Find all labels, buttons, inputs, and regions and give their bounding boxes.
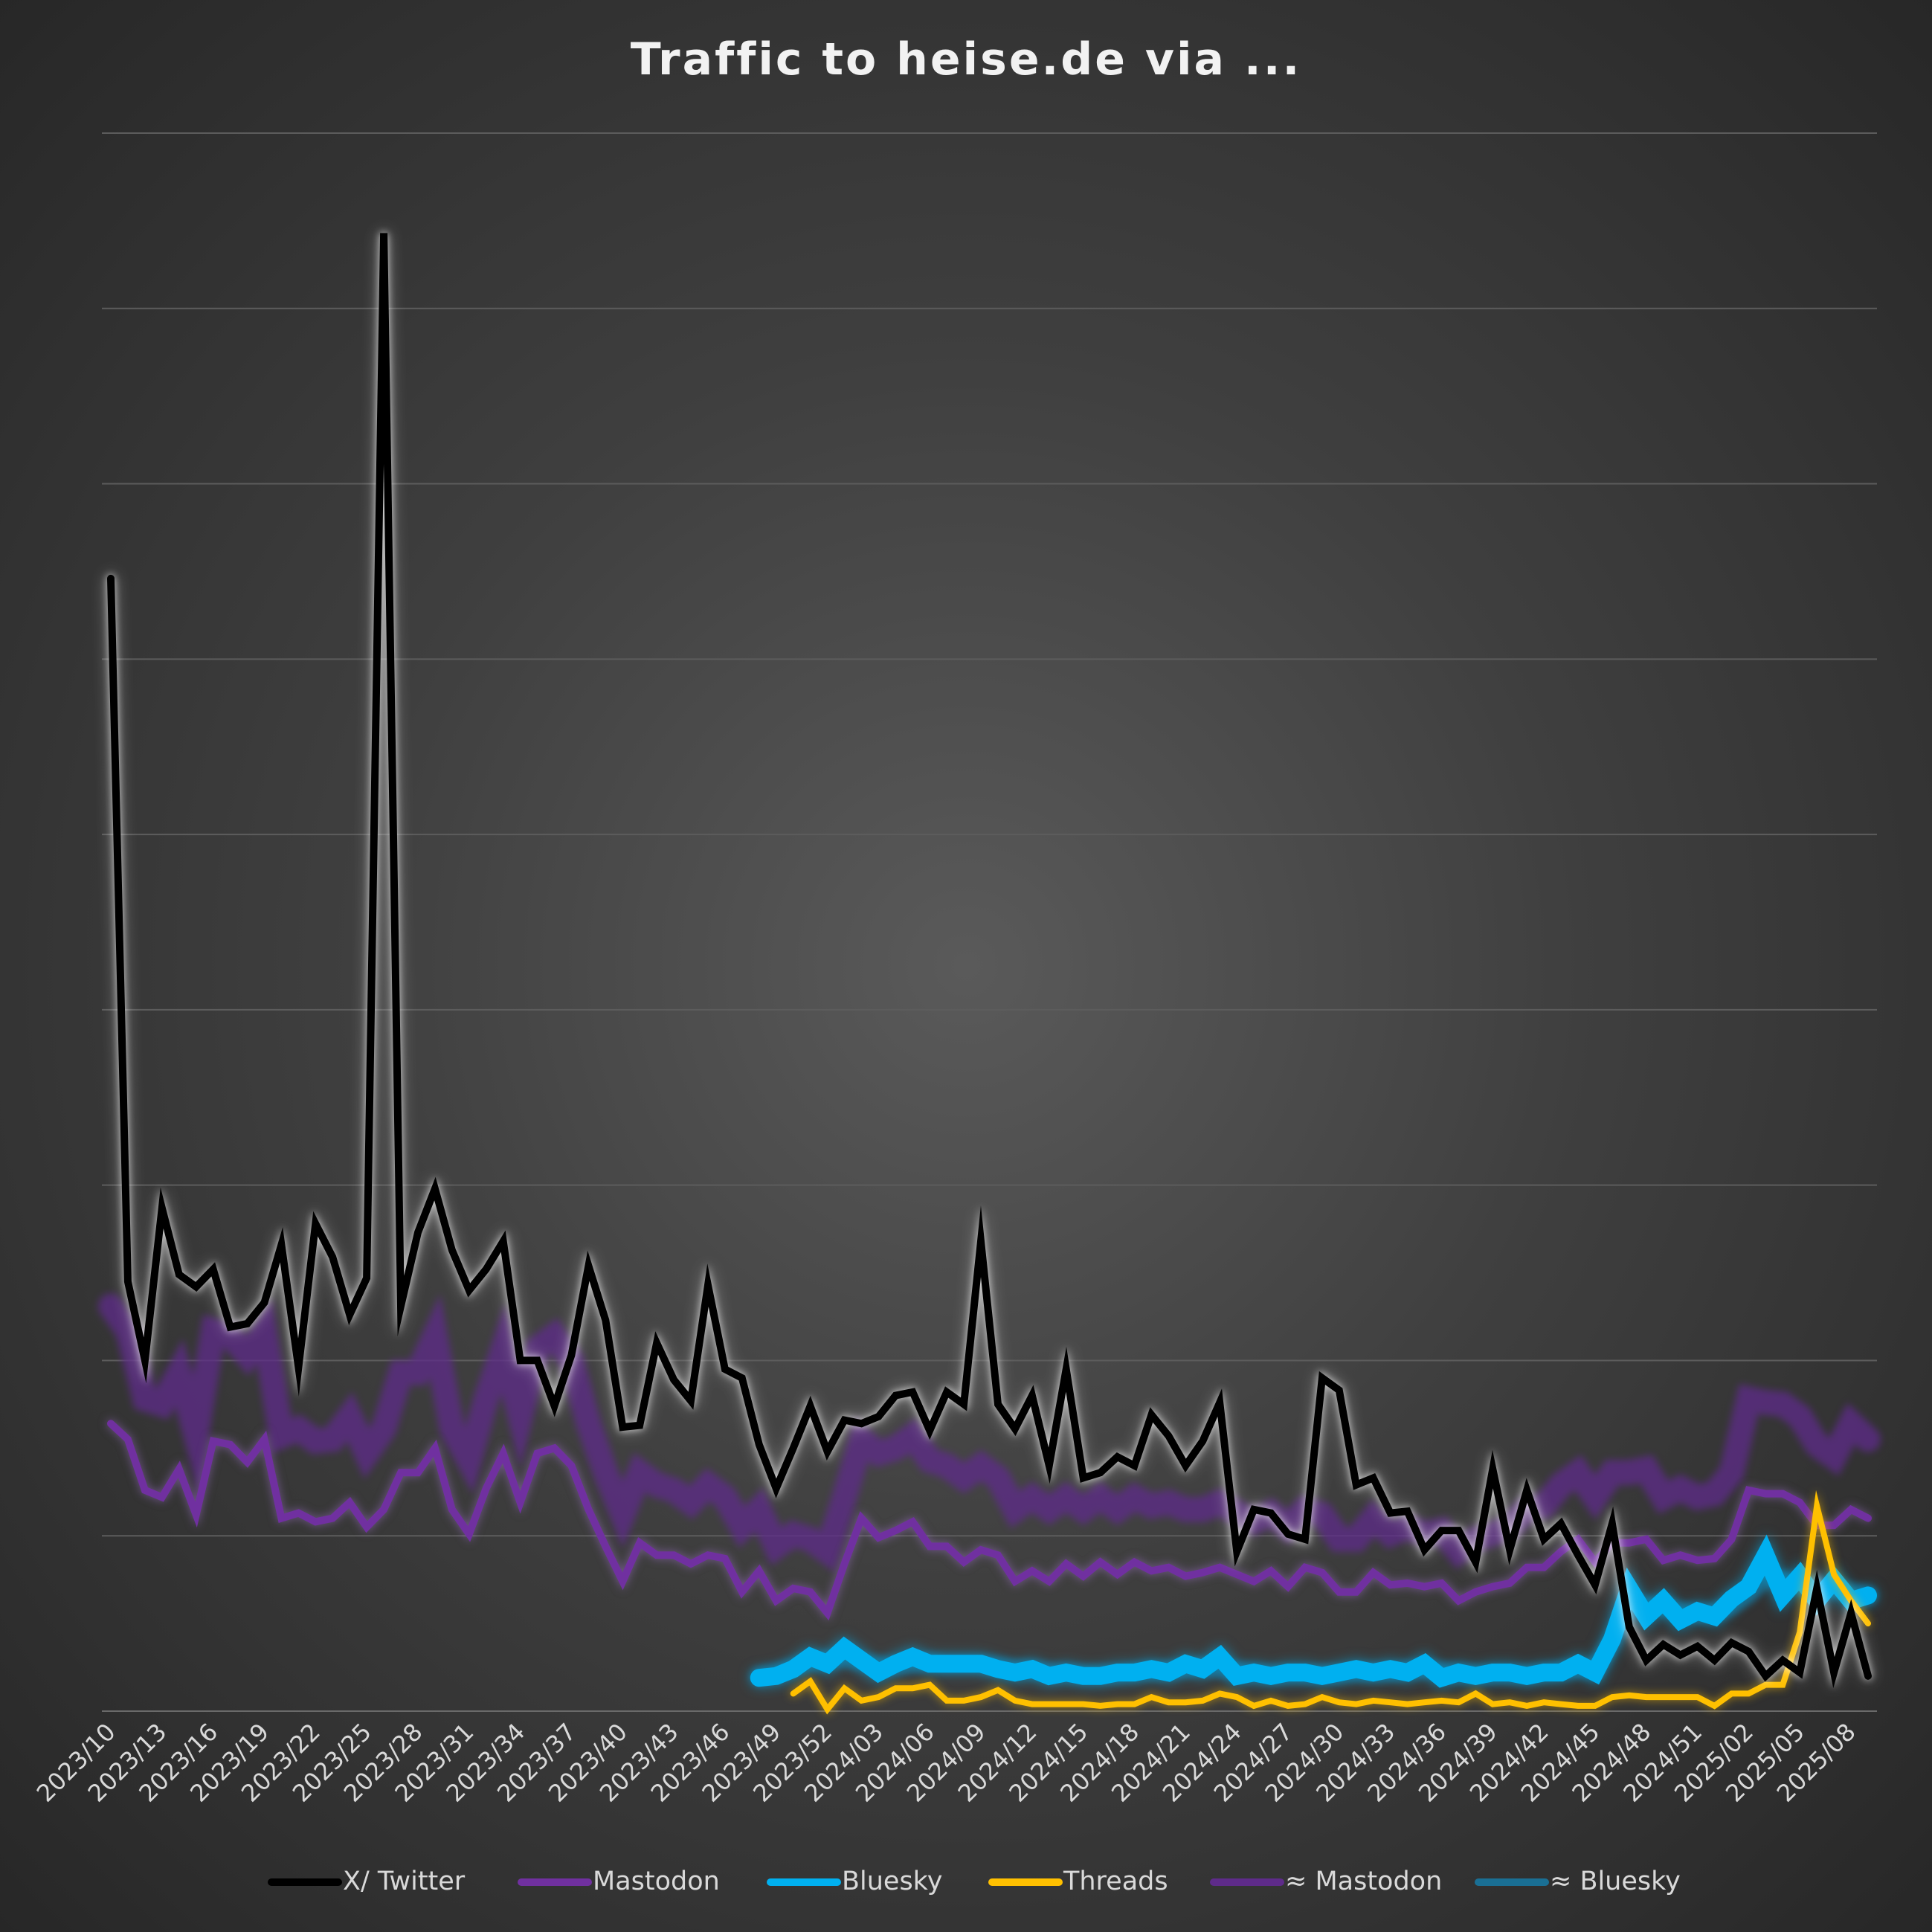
series-line [750, 1534, 1877, 1688]
legend-label: Mastodon [593, 1867, 720, 1896]
legend-label: ≈ Mastodon [1285, 1867, 1442, 1896]
legend-label: Bluesky [842, 1867, 942, 1896]
chart-title: Traffic to heise.de via ... [631, 33, 1302, 86]
series-line [107, 233, 1872, 1689]
series-line [107, 1420, 1872, 1621]
legend-label: Threads [1063, 1867, 1168, 1896]
series-line [790, 1490, 1871, 1715]
series-line [98, 1293, 1881, 1572]
legend-label: ≈ Bluesky [1550, 1867, 1681, 1896]
legend-label: X/ Twitter [343, 1867, 466, 1896]
